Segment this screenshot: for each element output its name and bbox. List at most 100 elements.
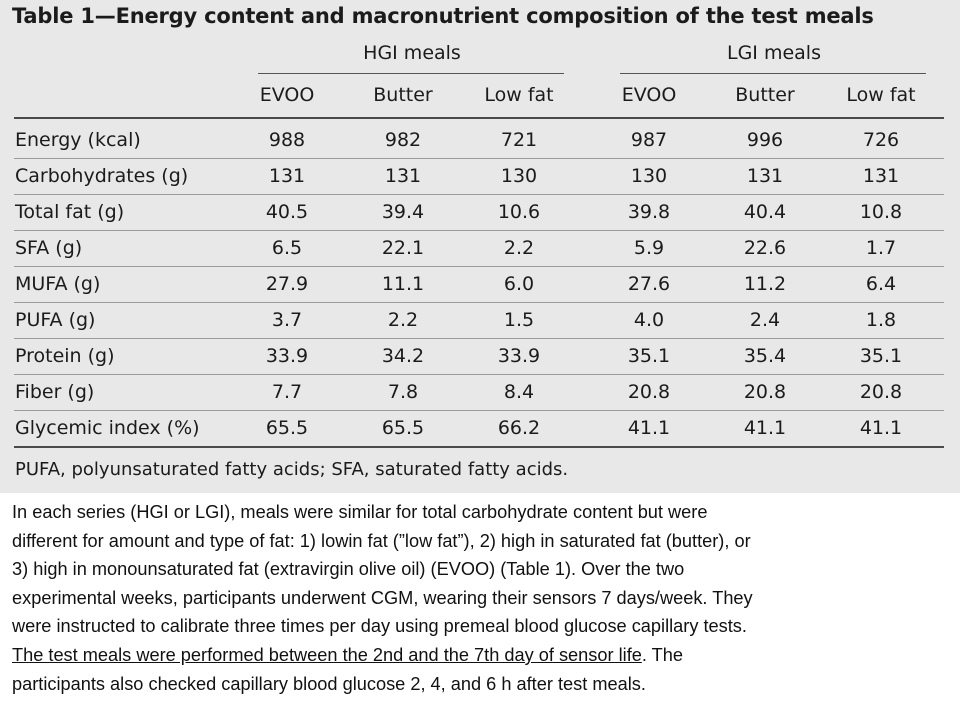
table-cell: 33.9 [497, 345, 541, 367]
row-label: Protein (g) [15, 345, 115, 367]
row-divider [14, 230, 944, 231]
row-label: SFA (g) [15, 237, 83, 259]
table-cell: 11.2 [743, 273, 787, 295]
table-cell: 35.1 [859, 345, 903, 367]
table-cell: 5.9 [633, 237, 665, 259]
table-cell: 22.1 [381, 237, 425, 259]
paragraph-line: were instructed to calibrate three times… [12, 616, 747, 637]
table-cell: 3.7 [271, 309, 303, 331]
table-cell: 987 [630, 129, 668, 151]
table-cell: 1.5 [503, 309, 535, 331]
group-header-hgi: HGI meals [363, 42, 461, 64]
table-row: Energy (kcal) 988 982 721 987 996 726 [0, 124, 960, 160]
table-title: Table 1—Energy content and macronutrient… [12, 4, 874, 28]
table-cell: 66.2 [497, 417, 541, 439]
table-cell: 10.6 [497, 201, 541, 223]
row-label: Carbohydrates (g) [15, 165, 189, 187]
row-label: Total fat (g) [15, 201, 125, 223]
table-cell: 20.8 [627, 381, 671, 403]
row-divider [14, 266, 944, 267]
table-cell: 7.7 [271, 381, 303, 403]
table-cell: 131 [384, 165, 422, 187]
table-cell: 130 [500, 165, 538, 187]
underlined-sentence: The test meals were performed between th… [12, 644, 642, 665]
table-cell: 27.6 [627, 273, 671, 295]
table-cell: 41.1 [859, 417, 903, 439]
paragraph-line: different for amount and type of fat: 1)… [12, 530, 751, 551]
row-label: PUFA (g) [15, 309, 96, 331]
table-cell: 39.8 [627, 201, 671, 223]
table-cell: 721 [500, 129, 538, 151]
table-cell: 131 [268, 165, 306, 187]
paragraph-line-underlined: The test meals were performed between th… [12, 641, 952, 670]
table-footnote: PUFA, polyunsaturated fatty acids; SFA, … [15, 459, 569, 480]
table-cell: 726 [862, 129, 900, 151]
group-header-lgi: LGI meals [727, 42, 821, 64]
row-divider [14, 338, 944, 339]
table-cell: 130 [630, 165, 668, 187]
row-divider [14, 158, 944, 159]
row-label: MUFA (g) [15, 273, 101, 295]
table-cell: 7.8 [387, 381, 419, 403]
table-cell: 40.4 [743, 201, 787, 223]
table-cell: 10.8 [859, 201, 903, 223]
row-label: Fiber (g) [15, 381, 95, 403]
column-header: EVOO [259, 84, 315, 106]
sentence-tail: . The [641, 644, 683, 665]
table-row: SFA (g) 6.5 22.1 2.2 5.9 22.6 1.7 [0, 232, 960, 268]
table-cell: 33.9 [265, 345, 309, 367]
table-cell: 34.2 [381, 345, 425, 367]
table-cell: 4.0 [633, 309, 665, 331]
table-cell: 22.6 [743, 237, 787, 259]
column-header: Low fat [484, 84, 554, 106]
table-row: MUFA (g) 27.9 11.1 6.0 27.6 11.2 6.4 [0, 268, 960, 304]
row-divider [14, 194, 944, 195]
paragraph-line: In each series (HGI or LGI), meals were … [12, 502, 708, 522]
table-cell: 131 [746, 165, 784, 187]
table-cell: 131 [862, 165, 900, 187]
paragraph-line: participants also checked capillary bloo… [12, 673, 646, 694]
column-header: Low fat [846, 84, 916, 106]
group-underline-hgi [258, 73, 564, 74]
table-cell: 20.8 [743, 381, 787, 403]
paragraph-line: experimental weeks, participants underwe… [12, 587, 753, 608]
table-cell: 2.4 [749, 309, 781, 331]
table-row: Fiber (g) 7.7 7.8 8.4 20.8 20.8 20.8 [0, 376, 960, 412]
paragraph-line: 3) high in monounsaturated fat (extravir… [12, 559, 685, 580]
table-cell: 6.4 [865, 273, 897, 295]
table-cell: 988 [268, 129, 306, 151]
row-label: Energy (kcal) [15, 129, 141, 151]
table-cell: 40.5 [265, 201, 309, 223]
table-bottom-rule [14, 446, 944, 448]
table-cell: 2.2 [503, 237, 535, 259]
table-cell: 41.1 [627, 417, 671, 439]
body-paragraph: In each series (HGI or LGI), meals were … [12, 498, 952, 698]
table-cell: 8.4 [503, 381, 535, 403]
row-divider [14, 302, 944, 303]
row-divider [14, 374, 944, 375]
table-cell: 27.9 [265, 273, 309, 295]
column-header: Butter [735, 84, 795, 106]
table-cell: 39.4 [381, 201, 425, 223]
table-cell: 65.5 [381, 417, 425, 439]
table-row: Protein (g) 33.9 34.2 33.9 35.1 35.4 35.1 [0, 340, 960, 376]
column-header: Butter [373, 84, 433, 106]
table-cell: 982 [384, 129, 422, 151]
table-cell: 41.1 [743, 417, 787, 439]
table-cell: 2.2 [387, 309, 419, 331]
table-cell: 35.1 [627, 345, 671, 367]
table-cell: 20.8 [859, 381, 903, 403]
table-panel: Table 1—Energy content and macronutrient… [0, 0, 960, 493]
header-rule [14, 117, 944, 119]
group-underline-lgi [620, 73, 926, 74]
table-cell: 65.5 [265, 417, 309, 439]
table-cell: 11.1 [381, 273, 425, 295]
row-divider [14, 410, 944, 411]
table-row: Total fat (g) 40.5 39.4 10.6 39.8 40.4 10.8 [0, 196, 960, 232]
table-cell: 1.8 [865, 309, 897, 331]
table-row: Carbohydrates (g) 131 131 130 130 131 131 [0, 160, 960, 196]
column-header: EVOO [621, 84, 677, 106]
row-label: Glycemic index (%) [15, 417, 200, 439]
table-cell: 6.5 [271, 237, 303, 259]
table-row: Glycemic index (%) 65.5 65.5 66.2 41.1 41.1 41… [0, 412, 960, 448]
